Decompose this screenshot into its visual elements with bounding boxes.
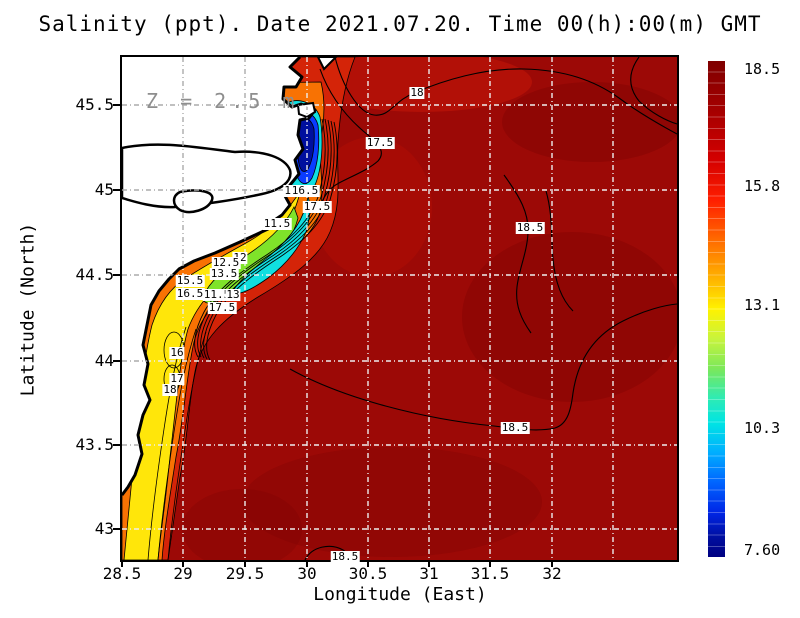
y-tick-mark [113, 104, 120, 106]
y-axis-label: Latitude (North) [17, 222, 39, 397]
salinity-contour-map [122, 57, 677, 560]
y-tick-mark [113, 444, 120, 446]
y-tick-mark [113, 274, 120, 276]
shade-patch [312, 57, 532, 112]
x-axis-label: Longitude (East) [313, 584, 487, 605]
x-tick-label: 31 [419, 564, 439, 583]
y-tick-label: 44.5 [75, 265, 114, 284]
colorbar-tick-label: 10.3 [744, 419, 781, 438]
y-tick-label: 45 [94, 180, 114, 199]
chart-title: Salinity (ppt). Date 2021.07.20. Time 00… [38, 12, 762, 36]
y-tick-mark [113, 528, 120, 530]
colorbar-tick-label: 18.5 [744, 59, 781, 78]
x-tick-label: 32 [542, 564, 562, 583]
y-tick-mark [113, 189, 120, 191]
shade-patch [462, 232, 677, 402]
y-tick-label: 45.5 [75, 95, 114, 114]
colorbar-tick-label: 15.8 [744, 176, 781, 195]
x-tick-label: 31.5 [470, 564, 510, 583]
y-tick-label: 43 [94, 519, 114, 538]
lagoon-outline [122, 143, 292, 209]
shade-patch [312, 137, 432, 277]
x-tick-label: 30 [297, 564, 317, 583]
map-plot-area [120, 55, 679, 562]
lagoon-outline-small [172, 189, 214, 214]
colorbar [708, 61, 725, 557]
x-tick-label: 29 [173, 564, 193, 583]
y-tick-label: 43.5 [75, 435, 114, 454]
contour-line [157, 328, 197, 560]
x-tick-label: 29.5 [225, 564, 265, 583]
colorbar-tick-label: 13.1 [744, 296, 781, 315]
contour-front-bundle [194, 118, 338, 361]
x-tick-label: 28.5 [102, 564, 142, 583]
y-tick-mark [113, 360, 120, 362]
colorbar-tick-label: 7.60 [744, 541, 781, 560]
open-sea-contours [289, 57, 677, 560]
coast-jag [316, 57, 338, 71]
colorbar-steps [708, 61, 725, 557]
shade-patch [502, 82, 677, 162]
x-tick-label: 30.5 [348, 564, 388, 583]
delta-islet [296, 101, 317, 119]
y-tick-label: 44 [94, 351, 114, 370]
contour-line [167, 331, 207, 560]
depth-annotation: Z = 2.5 m [146, 89, 300, 113]
shade-patch [182, 489, 302, 560]
